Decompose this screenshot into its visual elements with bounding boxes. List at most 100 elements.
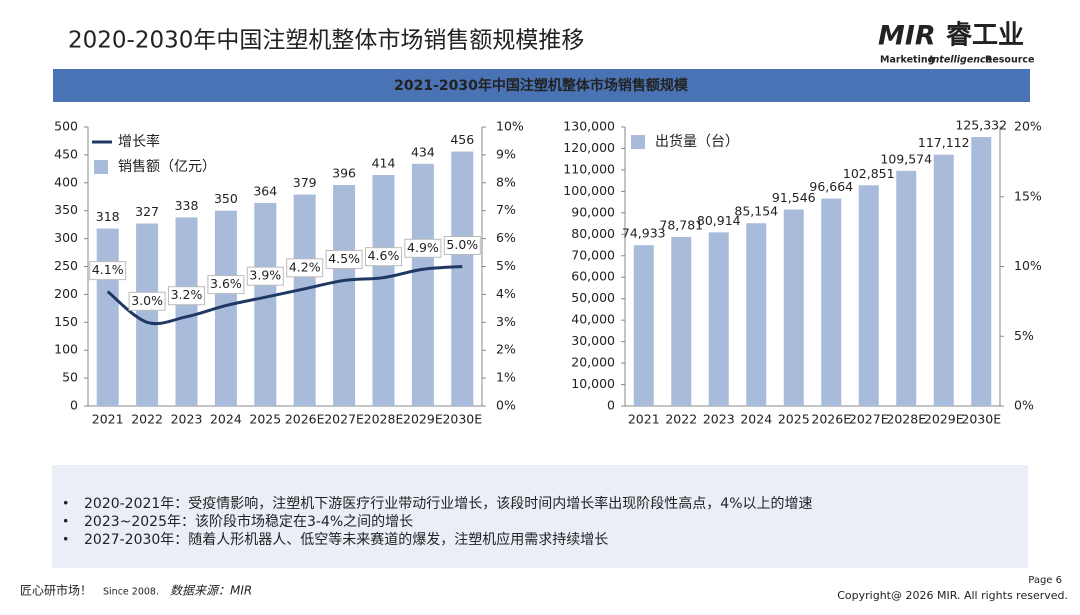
y2-tick-label: 4% (496, 286, 516, 301)
logo-sub: Marketing (880, 55, 934, 66)
label-box (168, 286, 205, 306)
notes-box (52, 465, 1028, 568)
bullet: 2023~2025年：该阶段市场稳定在3-4%之间的增长 (84, 513, 413, 530)
data-label: 78,781 (659, 217, 703, 232)
data-label: 350 (214, 191, 238, 206)
y-tick-label: 80,000 (571, 226, 615, 241)
bullet-dot: • (62, 496, 69, 511)
y-tick-label: 90,000 (571, 204, 615, 219)
data-label: 109,574 (880, 151, 932, 166)
y-tick-label: 60,000 (571, 269, 615, 284)
bar (96, 228, 119, 406)
data-label: 338 (175, 198, 199, 213)
bar (214, 210, 237, 406)
logo-sub: Resource (985, 55, 1034, 66)
data-label: 3.2% (171, 287, 203, 302)
y-tick-label: 500 (54, 119, 78, 134)
data-label: 85,154 (734, 204, 778, 219)
legend-swatch (94, 160, 108, 174)
data-label: 318 (96, 209, 120, 224)
y-tick-label: 40,000 (571, 312, 615, 327)
x-tick-label: 2028E (364, 412, 404, 427)
bar (746, 223, 767, 406)
label-box (286, 258, 324, 278)
bar (783, 209, 804, 406)
y-tick-label: 130,000 (563, 119, 615, 134)
y2-tick-label: 3% (496, 314, 516, 329)
bar (372, 174, 395, 406)
label-box (404, 238, 442, 258)
x-tick-label: 2029E (924, 412, 964, 427)
label-box (246, 266, 284, 286)
x-tick-label: 2021 (628, 412, 660, 427)
bar (858, 185, 879, 406)
y-tick-label: 70,000 (571, 247, 615, 262)
data-label: 125,332 (955, 118, 1007, 133)
data-label: 117,112 (918, 135, 970, 150)
y-tick-label: 400 (54, 174, 78, 189)
x-tick-label: 2022 (665, 412, 697, 427)
x-tick-label: 2027E (849, 412, 889, 427)
legend-label: 出货量（台） (655, 133, 739, 150)
y-tick-label: 100 (54, 342, 78, 357)
footer-since: Since 2008. (103, 587, 159, 598)
copyright: Copyright@ 2026 MIR. All rights reserved… (837, 589, 1068, 602)
bar (175, 217, 198, 406)
data-label: 4.2% (289, 259, 321, 274)
legend-label: 增长率 (118, 133, 160, 150)
x-tick-label: 2023 (171, 412, 203, 427)
bar (633, 245, 654, 406)
x-tick-label: 2026E (285, 412, 325, 427)
x-tick-label: 2024 (210, 412, 242, 427)
y2-tick-label: 5% (1014, 328, 1034, 343)
label-box (128, 291, 166, 311)
legend-swatch (631, 135, 645, 149)
data-label: 396 (332, 166, 356, 181)
data-label: 91,546 (772, 190, 816, 205)
bar (136, 223, 159, 406)
banner-text: 2021-2030年中国注塑机整体市场销售额规模 (394, 77, 689, 94)
bar (293, 194, 316, 406)
bullet: 2027-2030年：随着人形机器人、低空等未来赛道的爆发，注塑机应用需求持续增… (84, 531, 608, 548)
y2-tick-label: 0% (1014, 398, 1034, 413)
y-tick-label: 0 (70, 398, 78, 413)
footer-brand: 匠心研市场！ (20, 583, 92, 598)
data-label: 4.5% (328, 251, 360, 266)
footer-source: 数据来源：MIR (170, 584, 252, 598)
y-tick-label: 250 (54, 258, 78, 273)
x-tick-label: 2027E (324, 412, 364, 427)
data-label: 80,914 (697, 213, 741, 228)
y-tick-label: 450 (54, 146, 78, 161)
logo-mark: MIR (878, 21, 936, 52)
bar (896, 170, 917, 406)
x-tick-label: 2025 (249, 412, 281, 427)
y-tick-label: 200 (54, 286, 78, 301)
y2-tick-label: 5% (496, 258, 516, 273)
y2-tick-label: 15% (1014, 188, 1042, 203)
y2-tick-label: 10% (1014, 258, 1042, 273)
y-tick-label: 20,000 (571, 355, 615, 370)
y-tick-label: 10,000 (571, 376, 615, 391)
label-box (325, 249, 363, 269)
bar (933, 154, 954, 406)
data-label: 3.9% (249, 268, 281, 283)
y2-tick-label: 1% (496, 370, 516, 385)
slide-title: 2020-2030年中国注塑机整体市场销售额规模推移 (68, 28, 584, 54)
bar (671, 236, 692, 406)
y-tick-label: 0 (607, 398, 615, 413)
x-tick-label: 2030E (442, 412, 482, 427)
y2-tick-label: 8% (496, 174, 516, 189)
banner (53, 69, 1030, 102)
data-label: 4.6% (368, 248, 400, 263)
bullet: 2020-2021年：受疫情影响，注塑机下游医疗行业带动行业增长，该段时间内增长… (84, 495, 813, 512)
y2-tick-label: 7% (496, 202, 516, 217)
bar (971, 137, 992, 406)
y-tick-label: 100,000 (563, 183, 615, 198)
y-tick-label: 30,000 (571, 333, 615, 348)
data-label: 3.6% (210, 276, 242, 291)
y2-tick-label: 6% (496, 230, 516, 245)
x-tick-label: 2028E (886, 412, 926, 427)
logo-cn: 睿工业 (946, 21, 1024, 51)
x-tick-label: 2030E (961, 412, 1001, 427)
y-tick-label: 150 (54, 314, 78, 329)
